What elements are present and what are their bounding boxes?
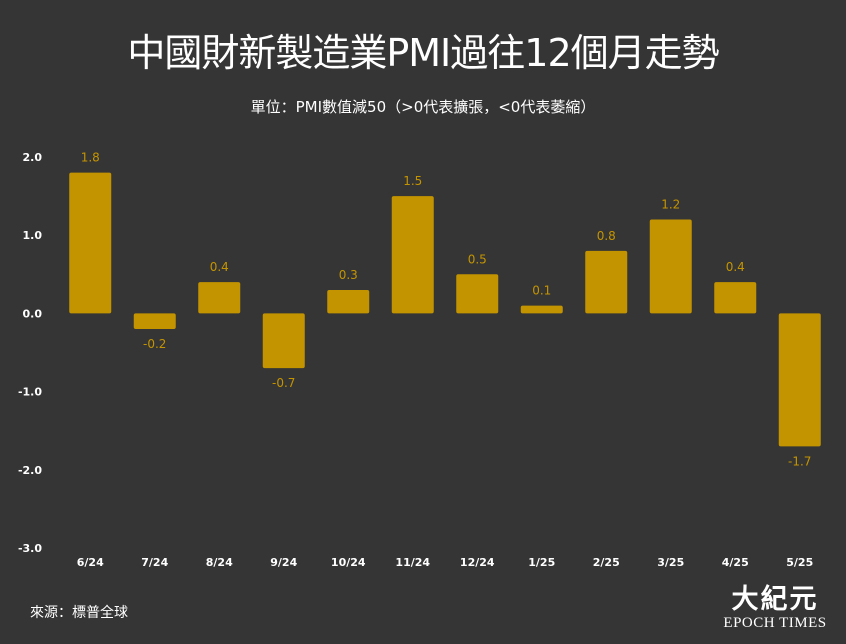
data-label: 1.5 bbox=[403, 174, 422, 188]
logo-text: EPOCH TIMES bbox=[723, 615, 827, 631]
bar bbox=[262, 313, 305, 369]
bar bbox=[198, 282, 241, 314]
data-label: 0.4 bbox=[210, 260, 229, 274]
bars: 1.8 -0.2 0.4 -0.7 0.3 1.5 0.5 0.1 0.8 1.2 0.4 -1.7 bbox=[69, 151, 821, 468]
bar bbox=[714, 282, 757, 314]
data-label: 0.8 bbox=[597, 229, 616, 243]
x-tick-label: 2/25 bbox=[593, 556, 620, 569]
bar bbox=[585, 250, 628, 314]
epoch-times-logo: 大紀元 EPOCH TIMES bbox=[722, 586, 828, 636]
data-label: -0.7 bbox=[272, 376, 295, 390]
x-tick-label: 7/24 bbox=[141, 556, 168, 569]
x-tick-label: 10/24 bbox=[331, 556, 366, 569]
x-tick-label: 12/24 bbox=[460, 556, 495, 569]
bar bbox=[133, 313, 176, 330]
logo-mark: 大紀元 bbox=[731, 584, 819, 615]
data-label: 0.4 bbox=[726, 260, 745, 274]
x-tick-label: 6/24 bbox=[77, 556, 104, 569]
x-tick-label: 9/24 bbox=[270, 556, 297, 569]
bar bbox=[649, 219, 692, 314]
bar bbox=[778, 313, 821, 447]
y-axis: 2.0 1.0 0.0 -1.0 -2.0 -3.0 bbox=[18, 151, 42, 555]
bar-chart: 2.01.00.0-1.0-2.0-3.0 1.8-0.20.4-0.70.31… bbox=[18, 151, 821, 569]
bar bbox=[327, 289, 370, 314]
x-axis: 6/24 7/24 8/24 9/24 10/24 11/24 12/24 1/25 2/25 3… bbox=[77, 556, 813, 569]
y-tick-label: -3.0 bbox=[18, 542, 42, 555]
y-tick-label: -2.0 bbox=[18, 464, 42, 477]
data-label: 1.8 bbox=[81, 151, 100, 165]
data-label: 0.5 bbox=[468, 252, 487, 266]
bar bbox=[456, 274, 499, 314]
data-label: -1.7 bbox=[788, 454, 811, 468]
chart-title: 中國財新製造業PMI過往12個月走勢 bbox=[127, 31, 719, 75]
x-tick-label: 11/24 bbox=[395, 556, 430, 569]
x-tick-label: 8/24 bbox=[206, 556, 233, 569]
data-label: 1.2 bbox=[661, 198, 680, 212]
x-tick-label: 4/25 bbox=[722, 556, 749, 569]
bar bbox=[69, 172, 112, 314]
data-label: 0.3 bbox=[339, 268, 358, 282]
source-note: 來源：標普全球 bbox=[30, 605, 128, 621]
y-tick-label: 2.0 bbox=[23, 151, 43, 164]
y-tick-label: -1.0 bbox=[18, 386, 42, 399]
bar bbox=[520, 305, 563, 314]
data-label: 0.1 bbox=[532, 284, 551, 298]
bar bbox=[391, 196, 434, 314]
chart-subtitle: 單位：PMI數值減50（>0代表擴張，<0代表萎縮） bbox=[250, 98, 596, 116]
data-label: -0.2 bbox=[143, 337, 166, 351]
x-tick-label: 3/25 bbox=[657, 556, 684, 569]
x-tick-label: 1/25 bbox=[528, 556, 555, 569]
y-tick-label: 1.0 bbox=[23, 229, 43, 242]
y-tick-label: 0.0 bbox=[23, 307, 43, 320]
x-tick-label: 5/25 bbox=[786, 556, 813, 569]
